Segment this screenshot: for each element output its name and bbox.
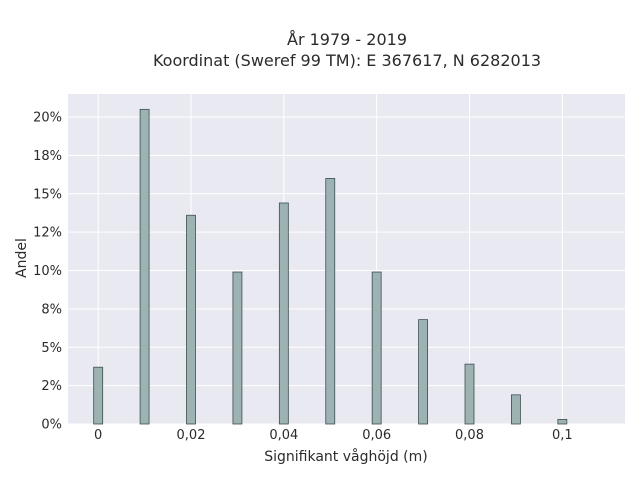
x-tick-label: 0,02: [177, 428, 206, 443]
x-tick-label: 0,1: [552, 428, 573, 443]
histogram-bar: [557, 418, 568, 425]
y-tick-label: 8%: [41, 302, 62, 317]
y-tick-label: 0%: [41, 418, 62, 433]
histogram-bar: [232, 271, 243, 425]
y-tick-label: 2%: [41, 379, 62, 394]
chart-title-line-1: År 1979 - 2019: [287, 30, 407, 49]
histogram-bar: [418, 319, 428, 425]
y-tick-label: 20%: [33, 111, 62, 126]
y-axis-ticks: 0% 2% 5% 8% 10% 12% 15% 18% 20%: [33, 111, 62, 433]
bars: [93, 108, 568, 425]
x-axis-ticks: 0 0,02 0,04 0,06 0,08 0,1: [94, 428, 573, 443]
y-axis-label: Andel: [14, 238, 30, 278]
histogram-bar: [325, 178, 336, 425]
x-tick-label: 0: [94, 428, 102, 443]
histogram-bar: [371, 271, 382, 425]
x-tick-label: 0,06: [362, 428, 391, 443]
histogram-bar: [186, 214, 196, 425]
histogram-bar: [511, 394, 521, 425]
histogram-bar: [278, 202, 289, 425]
y-tick-label: 15%: [33, 187, 62, 202]
y-tick-label: 12%: [33, 226, 62, 241]
y-tick-label: 5%: [41, 341, 62, 356]
y-tick-label: 10%: [33, 264, 62, 279]
histogram-bar: [464, 363, 475, 425]
y-tick-label: 18%: [33, 149, 62, 164]
x-tick-label: 0,08: [455, 428, 484, 443]
x-axis-label: Signifikant våghöjd (m): [264, 448, 427, 465]
x-tick-label: 0,04: [269, 428, 298, 443]
plot-area: [68, 94, 625, 424]
histogram-bar: [139, 108, 150, 425]
chart-title-line-2: Koordinat (Sweref 99 TM): E 367617, N 62…: [153, 51, 541, 70]
histogram-bar: [93, 366, 104, 425]
